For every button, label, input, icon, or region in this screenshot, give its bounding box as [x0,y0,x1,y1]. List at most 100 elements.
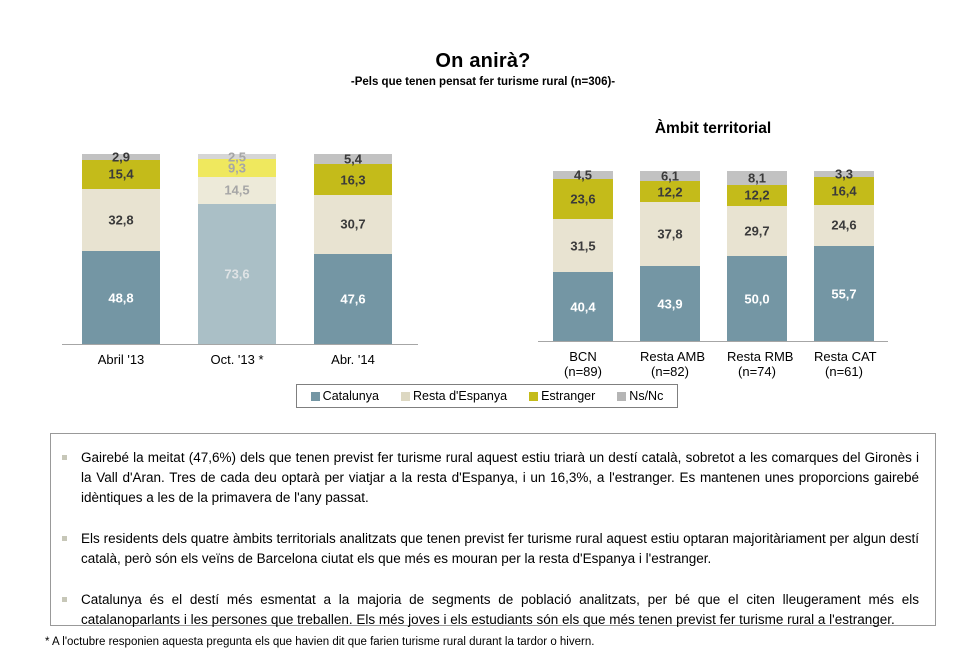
legend-swatch-icon [617,391,627,401]
footnote: * A l'octubre responien aquesta pregunta… [45,636,595,648]
bar-value-label: 12,2 [657,184,683,200]
page-title: On anirà? [435,50,531,72]
chart-legend: Catalunya Resta d'Espanya Estranger Ns/Nc [296,384,678,408]
bar-segment: 47,6 [314,253,392,344]
legend-item: Resta d'Espanya [400,389,508,403]
category-axis: BCN (n=89) Resta AMB (n=82) Resta RMB (n=74) R… [538,349,888,379]
bar-plot-area: 2,9 15,4 32,8 48,8 2,5 9,3 14,5 73,6 5,4 16,3 30,7… [62,150,418,345]
bar-plot-area: 4,5 23,6 31,5 40,4 6,1 12,2 37,8 43,9 8,1 12,2 29,… [538,167,888,342]
bar-value-label: 40,4 [570,299,596,315]
bullet-item: Gairebé la meitat (47,6%) dels que tenen… [62,448,919,508]
bar-value-label: 16,3 [340,172,366,188]
category-label: Resta AMB (n=82) [640,349,706,379]
bar-segment: 55,7 [814,246,874,341]
stacked-bar: 3,3 16,4 24,6 55,7 [814,167,874,341]
right-chart-title: Àmbit territorial [654,120,772,137]
stacked-bar: 5,4 16,3 30,7 47,6 [314,151,392,344]
stacked-bar: 2,5 9,3 14,5 73,6 [198,150,276,344]
bar-segment: 31,5 [553,218,613,273]
bar-value-label: 8,1 [747,170,767,186]
bar-value-label: 55,7 [831,286,857,302]
bar-value-label: 37,8 [657,226,683,242]
bar-value-label: 32,8 [108,212,134,228]
bar-value-label: 5,4 [343,151,363,167]
stacked-bar: 8,1 12,2 29,7 50,0 [727,171,787,341]
legend-label: Resta d'Espanya [412,389,508,403]
bar-value-label: 15,4 [108,166,134,182]
bar-value-label: 2,9 [111,149,131,165]
bar-segment: 32,8 [82,188,160,252]
legend-swatch-icon [310,391,320,401]
bar-segment: 48,8 [82,251,160,344]
bar-segment: 30,7 [314,195,392,254]
bar-value-label: 29,7 [744,223,770,239]
category-label: Oct. '13 * [210,352,264,367]
bar-segment: 29,7 [727,205,787,256]
bar-value-label: 14,5 [224,182,250,198]
bar-segment: 4,5 [553,167,613,183]
bar-segment: 73,6 [198,204,276,344]
bullet-item: Catalunya és el destí més esmentat a la … [62,590,919,630]
legend-label: Ns/Nc [629,389,664,403]
bar-segment: 24,6 [814,204,874,247]
bar-segment: 5,4 [314,151,392,167]
bar-value-label: 12,2 [744,187,770,203]
bar-segment: 37,8 [640,202,700,267]
bar-value-label: 43,9 [657,296,683,312]
page-header: On anirà? -Pels que tenen pensat fer tur… [0,50,966,88]
bar-value-label: 3,3 [834,166,854,182]
stacked-bar: 2,9 15,4 32,8 48,8 [82,150,160,344]
bar-segment: 43,9 [640,266,700,341]
category-label: BCN (n=89) [564,349,602,379]
bar-segment: 15,4 [82,159,160,189]
bar-value-label: 2,5 [227,149,247,165]
category-label: Resta RMB (n=74) [727,349,794,379]
category-label: Abr. '14 [331,352,375,367]
category-label: Abril '13 [97,352,145,367]
bar-segment: 16,3 [314,164,392,196]
bar-segment: 12,2 [727,184,787,206]
bar-value-label: 48,8 [108,290,134,306]
legend-label: Estranger [541,389,596,403]
legend-label: Catalunya [322,389,379,403]
bar-segment: 3,3 [814,167,874,180]
category-axis: Abril '13 Oct. '13 * Abr. '14 [62,352,418,367]
page-subtitle: -Pels que tenen pensat fer turisme rural… [350,76,616,88]
bar-value-label: 31,5 [570,238,596,254]
bar-segment: 14,5 [198,176,276,205]
bullet-list: Gairebé la meitat (47,6%) dels que tenen… [62,448,919,630]
bar-value-label: 4,5 [573,167,593,183]
chart-ambit-territorial: 4,5 23,6 31,5 40,4 6,1 12,2 37,8 43,9 8,1 12,2 29,… [538,167,888,379]
bar-value-label: 30,7 [340,216,366,232]
bar-segment: 12,2 [640,181,700,203]
legend-item: Ns/Nc [617,389,663,403]
bar-value-label: 50,0 [744,291,770,306]
stacked-bar: 6,1 12,2 37,8 43,9 [640,168,700,341]
bar-value-label: 73,6 [224,266,250,282]
bullet-item: Els residents dels quatre àmbits territo… [62,529,919,569]
bar-segment: 16,4 [814,176,874,205]
bar-segment: 23,6 [553,178,613,219]
legend-swatch-icon [529,391,539,401]
category-label: Resta CAT (n=61) [814,349,877,379]
bar-value-label: 24,6 [831,217,857,233]
bar-segment: 2,5 [198,150,276,163]
bar-segment: 8,1 [727,171,787,185]
bar-value-label: 47,6 [340,291,366,307]
bar-value-label: 23,6 [570,191,596,207]
bar-segment: 2,9 [82,150,160,163]
bar-segment: 9,3 [198,158,276,177]
bar-segment: 50,0 [727,256,787,341]
stacked-bar: 4,5 23,6 31,5 40,4 [553,167,613,341]
chart-evolution: 2,9 15,4 32,8 48,8 2,5 9,3 14,5 73,6 5,4 16,3 30,7… [62,150,418,367]
bar-segment: 6,1 [640,168,700,184]
legend-item: Catalunya [310,389,379,403]
bar-value-label: 9,3 [227,160,247,176]
bar-segment: 40,4 [553,272,613,341]
bar-value-label: 16,4 [831,183,857,199]
legend-swatch-icon [400,391,410,401]
commentary-box: Gairebé la meitat (47,6%) dels que tenen… [50,433,936,627]
legend-item: Estranger [529,389,595,403]
bar-value-label: 6,1 [660,168,680,184]
